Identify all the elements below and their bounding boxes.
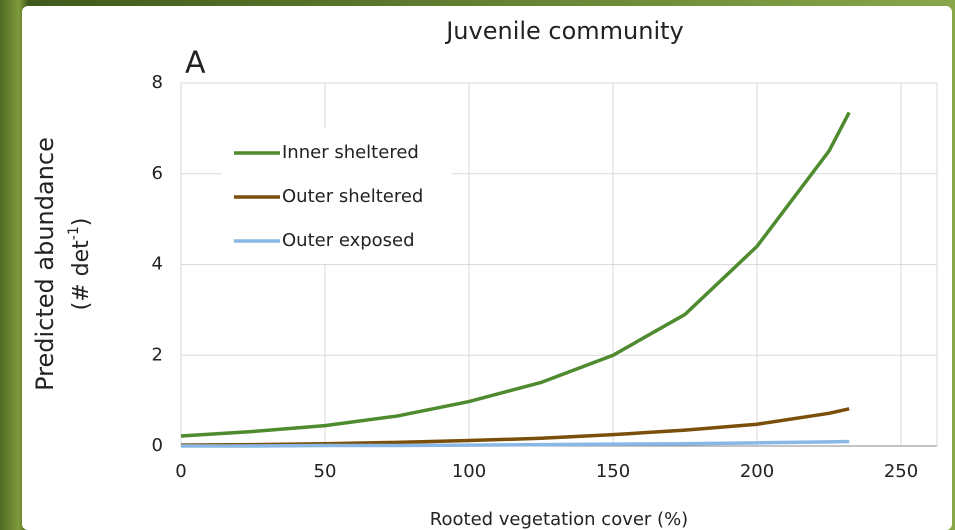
- chart-title: Juvenile community: [444, 17, 684, 45]
- series-line: [180, 111, 851, 438]
- x-tick-label: 100: [452, 461, 486, 482]
- y-tick-label: 0: [152, 435, 163, 456]
- x-tick-label: 150: [596, 461, 630, 482]
- y-unit-close: ): [69, 218, 94, 227]
- y-tick-label: 8: [152, 72, 163, 93]
- series-line: [181, 439, 850, 448]
- legend-label: Inner sheltered: [282, 142, 419, 163]
- y-tick-label: 2: [152, 344, 163, 365]
- lines: [180, 111, 851, 448]
- ticks: 0 2 4 6 8 0 50 100 150 200 250: [152, 72, 919, 482]
- legend: Inner sheltered Outer sheltered Outer expo…: [222, 128, 452, 264]
- legend-label: Outer sheltered: [282, 186, 423, 207]
- y-axis-unit: (# det-1): [66, 218, 94, 311]
- panel-label: A: [185, 46, 206, 81]
- x-tick-label: 0: [175, 461, 186, 482]
- x-tick-label: 50: [314, 461, 337, 482]
- y-tick-label: 6: [152, 163, 163, 184]
- x-tick-label: 250: [884, 461, 918, 482]
- x-axis-label: Rooted vegetation cover (%): [430, 509, 688, 530]
- legend-label: Outer exposed: [282, 230, 415, 251]
- x-tick-label: 200: [740, 461, 774, 482]
- y-axis-label: Predicted abundance: [31, 137, 59, 391]
- y-unit-text: (# det: [69, 240, 94, 311]
- y-tick-label: 4: [152, 254, 163, 275]
- y-unit-sup: -1: [66, 226, 82, 240]
